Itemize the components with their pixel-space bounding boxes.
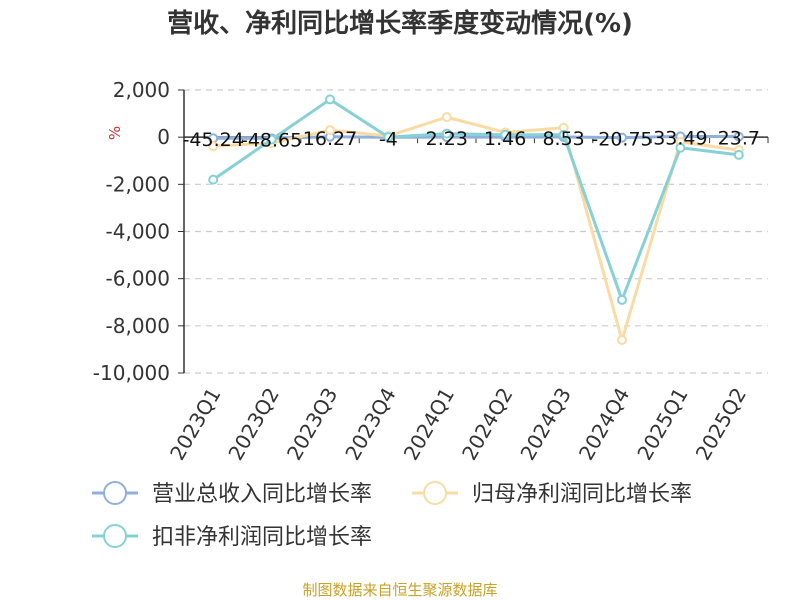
- x-tick-label: 2025Q2: [691, 384, 751, 465]
- series-line: [213, 115, 740, 342]
- y-tick-label: -6,000: [106, 267, 170, 291]
- legend-label: 归母净利润同比增长率: [472, 482, 692, 507]
- y-tick-labels: 2,000 0 -2,000 -4,000 -6,000 -8,000 -10,000: [93, 78, 170, 385]
- data-label: 33.49: [653, 127, 707, 149]
- x-tick-label: 2023Q1: [165, 384, 225, 465]
- data-point: [208, 174, 219, 185]
- data-label: 2.23: [426, 128, 468, 150]
- data-label: -48.65: [241, 129, 302, 151]
- x-tick-label: 2024Q1: [399, 384, 459, 465]
- x-tick-label: 2023Q4: [340, 384, 400, 465]
- x-tick-label: 2024Q3: [515, 384, 575, 465]
- data-point: [500, 129, 511, 140]
- legend-item[interactable]: 扣非净利润同比增长率: [92, 524, 372, 550]
- series-lines: [208, 94, 744, 345]
- x-tick-labels: 2023Q12023Q22023Q32023Q42024Q12024Q22024…: [165, 384, 751, 465]
- x-tick-label: 2023Q3: [282, 384, 342, 465]
- data-label: 23.7: [718, 128, 760, 150]
- data-point: [266, 134, 277, 145]
- legend-marker: [103, 524, 127, 548]
- y-tick-label: -10,000: [93, 361, 170, 385]
- x-tick-label: 2023Q2: [223, 384, 283, 465]
- data-label: 1.46: [484, 128, 526, 150]
- legend-item[interactable]: 归母净利润同比增长率: [412, 481, 692, 507]
- y-tick-label: -4,000: [106, 220, 170, 244]
- chart-title: 营收、净利同比增长率季度变动情况(%): [167, 8, 633, 39]
- series-line: [212, 97, 739, 302]
- data-point: [558, 129, 569, 140]
- x-tick-label: 2024Q4: [574, 384, 634, 465]
- y-axis-unit: %: [106, 126, 124, 140]
- data-labels: -45.24-48.65 16.27 -4 2.23 1.46 8.53 -20.75 33.…: [183, 127, 760, 151]
- legend-label: 营业总收入同比增长率: [152, 482, 372, 507]
- data-label: 8.53: [542, 128, 584, 150]
- y-tick-label: 0: [157, 125, 170, 149]
- data-label: -4: [379, 128, 398, 150]
- x-tick-label: 2025Q1: [632, 384, 692, 465]
- data-point: [617, 294, 627, 305]
- x-tick-label: 2024Q2: [457, 384, 517, 465]
- data-point: [383, 132, 394, 143]
- y-tick-label: -2,000: [106, 172, 170, 196]
- data-point: [325, 94, 335, 105]
- data-label: -20.75: [591, 129, 652, 151]
- data-point: [441, 112, 452, 123]
- data-point: [675, 142, 686, 153]
- data-point: [617, 132, 627, 143]
- data-label: -45.24: [183, 129, 244, 151]
- data-point: [617, 334, 627, 345]
- data-point: [733, 149, 744, 160]
- data-point: [441, 128, 452, 139]
- legend-label: 扣非净利润同比增长率: [152, 525, 372, 550]
- source-note: 制图数据来自恒生聚源数据库: [302, 581, 497, 599]
- legend-marker: [103, 481, 127, 505]
- y-tick-label: -8,000: [106, 314, 170, 338]
- data-point: [733, 131, 744, 142]
- grid-lines: [184, 89, 768, 374]
- data-label: 16.27: [303, 128, 357, 150]
- data-point: [208, 141, 219, 152]
- data-point: [325, 125, 335, 136]
- legend-marker: [423, 481, 447, 505]
- y-tick-label: 2,000: [113, 78, 170, 102]
- legend-item[interactable]: 营业总收入同比增长率: [92, 481, 372, 507]
